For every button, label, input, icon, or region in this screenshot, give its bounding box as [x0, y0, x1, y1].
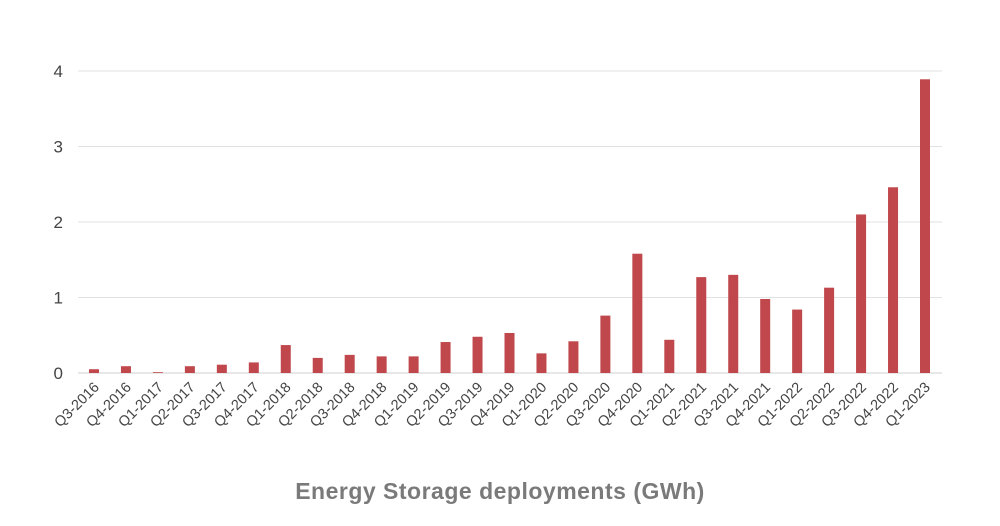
y-tick-label: 4	[54, 62, 63, 81]
y-tick-label: 0	[54, 364, 63, 383]
bar-chart: 0 1 2 3 4 Q3-2016Q4-2016Q1-2017Q2-2017Q3-201…	[52, 62, 942, 431]
bars	[89, 79, 930, 374]
y-tick-label: 3	[54, 138, 63, 157]
bar	[408, 356, 419, 373]
bar	[568, 341, 579, 373]
bar	[216, 364, 227, 373]
x-axis: Q3-2016Q4-2016Q1-2017Q2-2017Q3-2017Q4-20…	[52, 380, 934, 431]
bar	[440, 342, 451, 373]
bar	[184, 366, 195, 373]
bar	[89, 369, 99, 373]
y-axis: 0 1 2 3 4	[54, 62, 63, 383]
bar	[664, 339, 675, 373]
bar	[920, 79, 930, 374]
bar	[888, 187, 899, 373]
bar	[472, 336, 483, 373]
bar	[248, 362, 259, 373]
y-tick-label: 1	[54, 289, 63, 308]
bar	[344, 354, 355, 373]
bar	[376, 356, 387, 373]
bar	[536, 353, 547, 373]
bar	[824, 287, 835, 373]
bar	[696, 277, 707, 373]
bar	[280, 345, 291, 373]
bar	[312, 357, 323, 373]
gridlines	[78, 70, 942, 374]
bar	[728, 274, 739, 373]
x-axis-label: Energy Storage deployments (GWh)	[295, 478, 705, 504]
bar	[632, 253, 643, 373]
y-tick-label: 2	[54, 213, 63, 232]
bar	[760, 299, 771, 373]
bar	[120, 366, 131, 373]
bar	[600, 315, 611, 373]
bar	[792, 309, 803, 373]
bar	[504, 332, 515, 373]
bar	[152, 372, 163, 373]
bar	[856, 214, 867, 373]
